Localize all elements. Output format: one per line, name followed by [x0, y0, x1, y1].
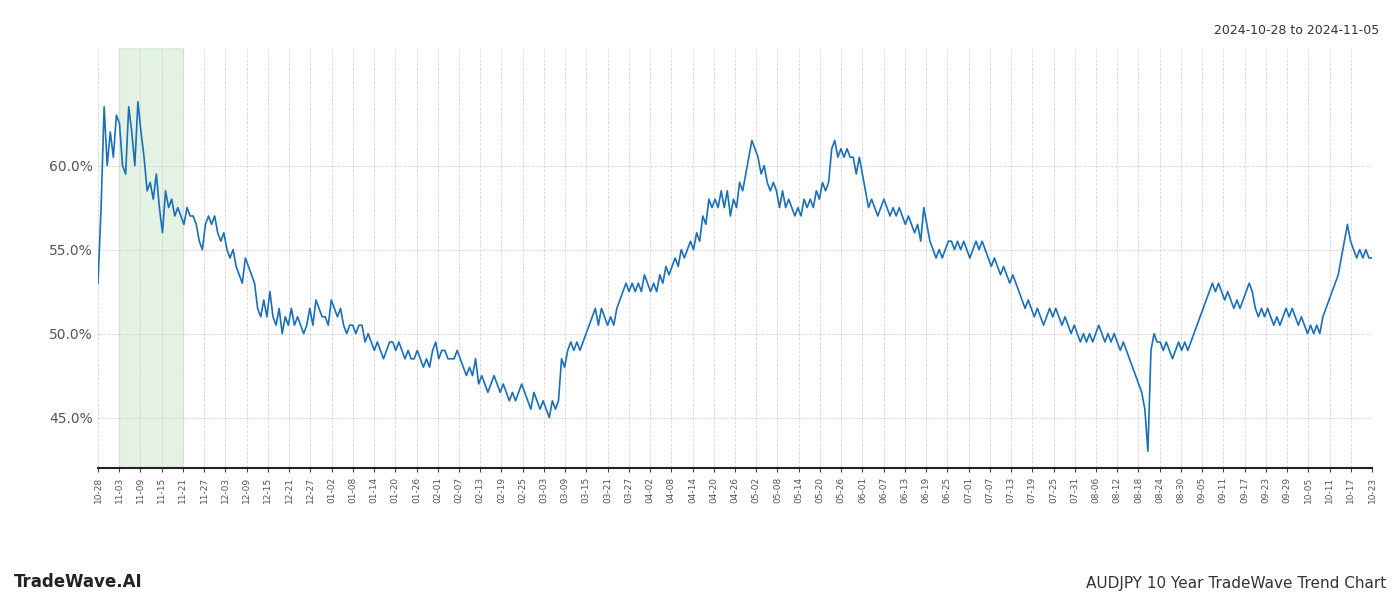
Text: AUDJPY 10 Year TradeWave Trend Chart: AUDJPY 10 Year TradeWave Trend Chart	[1086, 576, 1386, 591]
Text: TradeWave.AI: TradeWave.AI	[14, 573, 143, 591]
Bar	[119, 48, 183, 468]
Text: 2024-10-28 to 2024-11-05: 2024-10-28 to 2024-11-05	[1214, 24, 1379, 37]
